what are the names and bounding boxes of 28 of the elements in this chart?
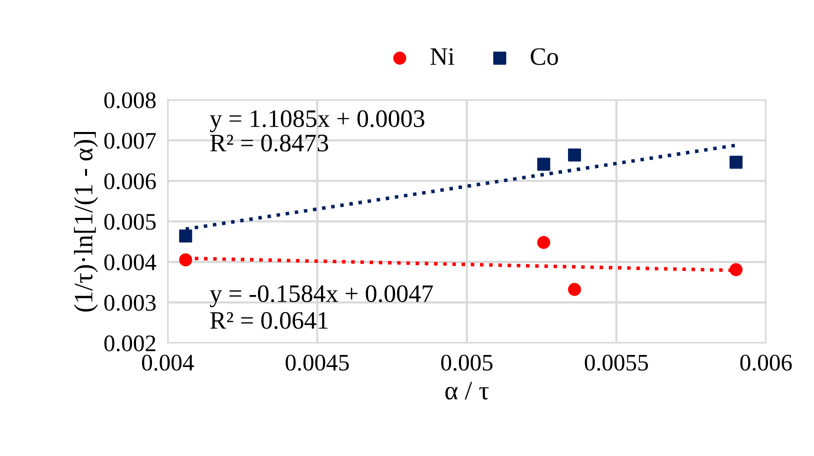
annotation: y = -0.1584x + 0.0047 — [210, 285, 433, 308]
y-tick-label: 0.006 — [104, 173, 156, 190]
y-axis-title: (1/τ)·ln[1/(1 - α)] — [74, 132, 98, 312]
annotation: R² = 0.8473 — [210, 134, 328, 152]
annotation: y = 1.1085x + 0.0003 — [210, 110, 424, 132]
y-tick-label: 0.005 — [104, 214, 156, 230]
point — [568, 282, 582, 296]
point — [179, 253, 192, 266]
y-tick-label: 0.004 — [104, 254, 156, 270]
y-tick-label: 0.003 — [104, 294, 156, 311]
x-tick-label: 0.0055 — [584, 354, 648, 371]
y-tick-label: 0.008 — [104, 92, 156, 108]
y-tick-label: 0.002 — [104, 335, 156, 352]
point — [730, 156, 743, 169]
x-tick-label: 0.0045 — [286, 354, 349, 371]
x-axis-title: α / τ — [445, 382, 489, 400]
x-tick-label: 0.004 — [142, 354, 194, 371]
legend-label: Co — [530, 48, 558, 65]
y-tick-label: 0.007 — [104, 132, 156, 149]
x-tick-label: 0.005 — [441, 354, 492, 371]
x-tick-label: 0.006 — [740, 354, 792, 371]
point — [537, 158, 550, 171]
point — [568, 148, 582, 162]
point — [730, 263, 743, 276]
annotation: R² = 0.0641 — [210, 312, 328, 330]
point — [179, 229, 192, 242]
legend-label: Ni — [430, 48, 454, 65]
point — [537, 236, 550, 249]
